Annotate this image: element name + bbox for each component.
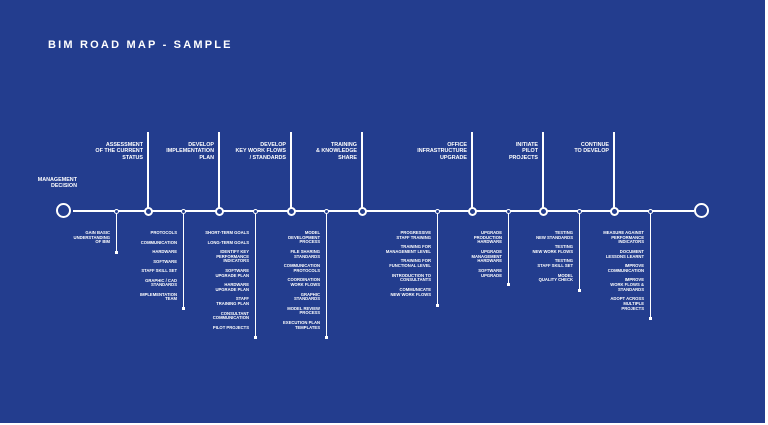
- task-item: COMMUNICATE NEW WORK FLOWS: [390, 286, 431, 297]
- task-item: TRAINING FOR FUNCTIONAL LEVEL: [389, 258, 431, 269]
- task-item: DOCUMENT LESSONS LEARNT: [605, 248, 644, 259]
- milestone-node: [539, 207, 548, 216]
- task-item: SHORT-TERM GOALS: [205, 230, 249, 235]
- task-item: SOFTWARE UPGRADE PLAN: [215, 267, 249, 278]
- task-item: COORDINATION WORK FLOWS: [287, 277, 321, 288]
- task-line-end: [115, 251, 118, 254]
- task-item: FILE SHARING STANDARDS: [290, 248, 320, 259]
- task-list: PROGRESSIVE STAFF TRAINING TRAINING FOR …: [385, 230, 431, 302]
- start-label: MANAGEMENT DECISION: [37, 177, 77, 190]
- milestone-node: [358, 207, 367, 216]
- task-item: TESTING STAFF SKILL SET: [537, 258, 573, 269]
- task-item: GRAPHIC STANDARDS: [294, 291, 320, 302]
- milestone-label: INITIATE PILOT PROJECTS: [508, 142, 538, 161]
- task-item: SOFTWARE: [153, 258, 177, 264]
- task-line-end: [649, 317, 652, 320]
- task-line: [579, 213, 580, 290]
- task-list: GAIN BASIC UNDERSTANDING OF BIM: [73, 230, 110, 250]
- task-item: UPGRADE MANAGEMENT HARDWARE: [471, 248, 502, 264]
- task-line: [508, 213, 509, 284]
- milestone-node: [468, 207, 477, 216]
- task-line-end: [578, 289, 581, 292]
- milestone-node: [610, 207, 619, 216]
- milestone-node: [144, 207, 153, 216]
- milestone-line: [147, 132, 149, 208]
- task-item: MEASURE AGAINST PERFORMANCE INDICATORS: [603, 230, 644, 245]
- task-line: [650, 213, 651, 318]
- task-item: IMPLEMENTATION TEAM: [139, 291, 177, 302]
- page-title: BIM ROAD MAP - SAMPLE: [48, 39, 233, 51]
- task-list: PROTOCOLS COMMUNICATION HARDWARE SOFTWAR…: [139, 230, 177, 307]
- task-line-end: [254, 336, 257, 339]
- milestone-line: [542, 132, 544, 208]
- task-item: TESTING NEW STANDARDS: [536, 230, 573, 240]
- start-circle: [56, 203, 71, 218]
- task-list: MEASURE AGAINST PERFORMANCE INDICATORS D…: [603, 230, 644, 316]
- task-item: GRAPHIC / CAD STANDARDS: [145, 277, 177, 288]
- task-item: COMMUNICATION: [140, 239, 177, 245]
- task-item: MODEL QUALITY CHECK: [538, 272, 573, 283]
- task-item: PROGRESSIVE STAFF TRAINING: [396, 230, 431, 240]
- milestone-label: DEVELOP KEY WORK FLOWS / STANDARDS: [235, 142, 286, 161]
- task-item: PROTOCOLS: [150, 230, 177, 235]
- task-item: PILOT PROJECTS: [212, 324, 249, 330]
- task-item: UPGRADE PRODUCTION HARDWARE: [473, 230, 502, 245]
- task-item: STAFF TRAINING PLAN: [216, 296, 249, 307]
- task-line-end: [507, 283, 510, 286]
- task-item: HARDWARE UPGRADE PLAN: [215, 282, 249, 292]
- task-item: TRAINING FOR MANAGEMENT LEVEL: [385, 244, 431, 254]
- task-item: IMPROVE WORK FLOWS & STANDARDS: [610, 277, 644, 292]
- task-item: MODEL REVIEW PROCESS: [287, 305, 320, 316]
- task-line-end: [182, 307, 185, 310]
- task-line-end: [436, 304, 439, 307]
- task-line: [437, 213, 438, 305]
- milestone-node: [215, 207, 224, 216]
- task-line: [183, 213, 184, 308]
- task-item: GAIN BASIC UNDERSTANDING OF BIM: [73, 230, 110, 245]
- milestone-label: DEVELOP IMPLEMENTATION PLAN: [166, 142, 214, 161]
- milestone-line: [218, 132, 220, 208]
- task-list: TESTING NEW STANDARDS TESTING NEW WORK F…: [532, 230, 573, 288]
- task-item: TESTING NEW WORK FLOWS: [532, 244, 573, 254]
- task-line: [255, 213, 256, 337]
- milestone-label: ASSESSMENT OF THE CURRENT STATUS: [95, 142, 143, 161]
- task-item: CONSULTANT COMMUNICATION: [212, 310, 249, 321]
- milestone-line: [290, 132, 292, 208]
- milestone-label: CONTINUE TO DEVELOP: [574, 142, 609, 155]
- task-item: SOFTWARE UPGRADE: [478, 267, 502, 278]
- timeline-axis: [73, 210, 694, 212]
- end-circle: [694, 203, 709, 218]
- milestone-label: OFFICE INFRASTRUCTURE UPGRADE: [417, 142, 467, 161]
- task-item: HARDWARE: [152, 249, 177, 254]
- task-item: IDENTIFY KEY PERFORMANCE INDICATORS: [216, 249, 249, 264]
- milestone-line: [471, 132, 473, 208]
- task-list: SHORT-TERM GOALS LONG-TERM GOALS IDENTIF…: [205, 230, 249, 335]
- task-line: [326, 213, 327, 337]
- task-line: [116, 213, 117, 252]
- task-line-end: [325, 336, 328, 339]
- task-list: MODEL DEVELOPMENT PROCESS FILE SHARING S…: [283, 230, 321, 335]
- milestone-node: [287, 207, 296, 216]
- task-item: COMMUNICATION PROTOCOLS: [283, 263, 320, 273]
- task-item: EXECUTION PLAN TEMPLATES: [283, 319, 320, 330]
- milestone-line: [361, 132, 363, 208]
- milestone-line: [613, 132, 615, 208]
- task-list: UPGRADE PRODUCTION HARDWARE UPGRADE MANA…: [471, 230, 502, 283]
- task-item: LONG-TERM GOALS: [207, 239, 249, 245]
- task-item: ADOPT ACROSS MULTIPLE PROJECTS: [610, 296, 644, 311]
- task-item: STAFF SKILL SET: [141, 268, 177, 273]
- milestone-label: TRAINING & KNOWLEDGE SHARE: [315, 142, 357, 161]
- task-item: MODEL DEVELOPMENT PROCESS: [288, 230, 320, 245]
- task-item: INTRODUCTION TO CONSULTANTS: [391, 272, 431, 283]
- task-item: IMPROVE COMMUNICATION: [607, 263, 644, 273]
